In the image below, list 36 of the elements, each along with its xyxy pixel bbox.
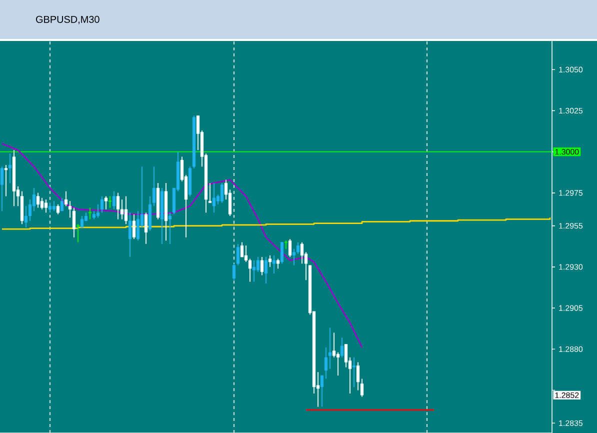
candlestick	[40, 197, 44, 210]
candlestick	[88, 207, 92, 220]
candlestick	[56, 204, 60, 215]
candlestick	[280, 242, 284, 264]
candlestick	[128, 212, 132, 258]
candlestick	[44, 199, 48, 214]
candlestick	[264, 256, 268, 284]
candlestick	[36, 192, 40, 208]
candlestick	[288, 238, 292, 258]
candlestick	[144, 212, 148, 244]
candlestick	[352, 356, 356, 388]
candlestick	[0, 166, 4, 212]
candlestick	[80, 215, 84, 228]
candlestick	[60, 197, 64, 212]
candlestick	[104, 196, 108, 210]
candlestick	[52, 200, 56, 212]
candlestick	[268, 254, 272, 268]
candlestick	[76, 224, 80, 243]
chart-title: GBPUSD,M30	[36, 16, 100, 24]
candlestick	[100, 196, 104, 214]
candlestick	[132, 214, 136, 240]
candlestick	[108, 196, 112, 208]
candlestick	[124, 196, 128, 225]
candlestick	[168, 212, 172, 244]
candlestick	[220, 182, 224, 204]
candlestick	[116, 192, 120, 220]
candlestick	[252, 260, 256, 282]
candlestick	[276, 258, 280, 270]
candlestick	[260, 256, 264, 276]
candlestick	[212, 182, 216, 214]
candlestick	[112, 190, 116, 210]
candlestick	[340, 337, 344, 358]
candlestick	[48, 202, 52, 214]
candlestick	[272, 254, 276, 274]
candlestick	[4, 164, 8, 197]
candlestick	[8, 153, 12, 184]
